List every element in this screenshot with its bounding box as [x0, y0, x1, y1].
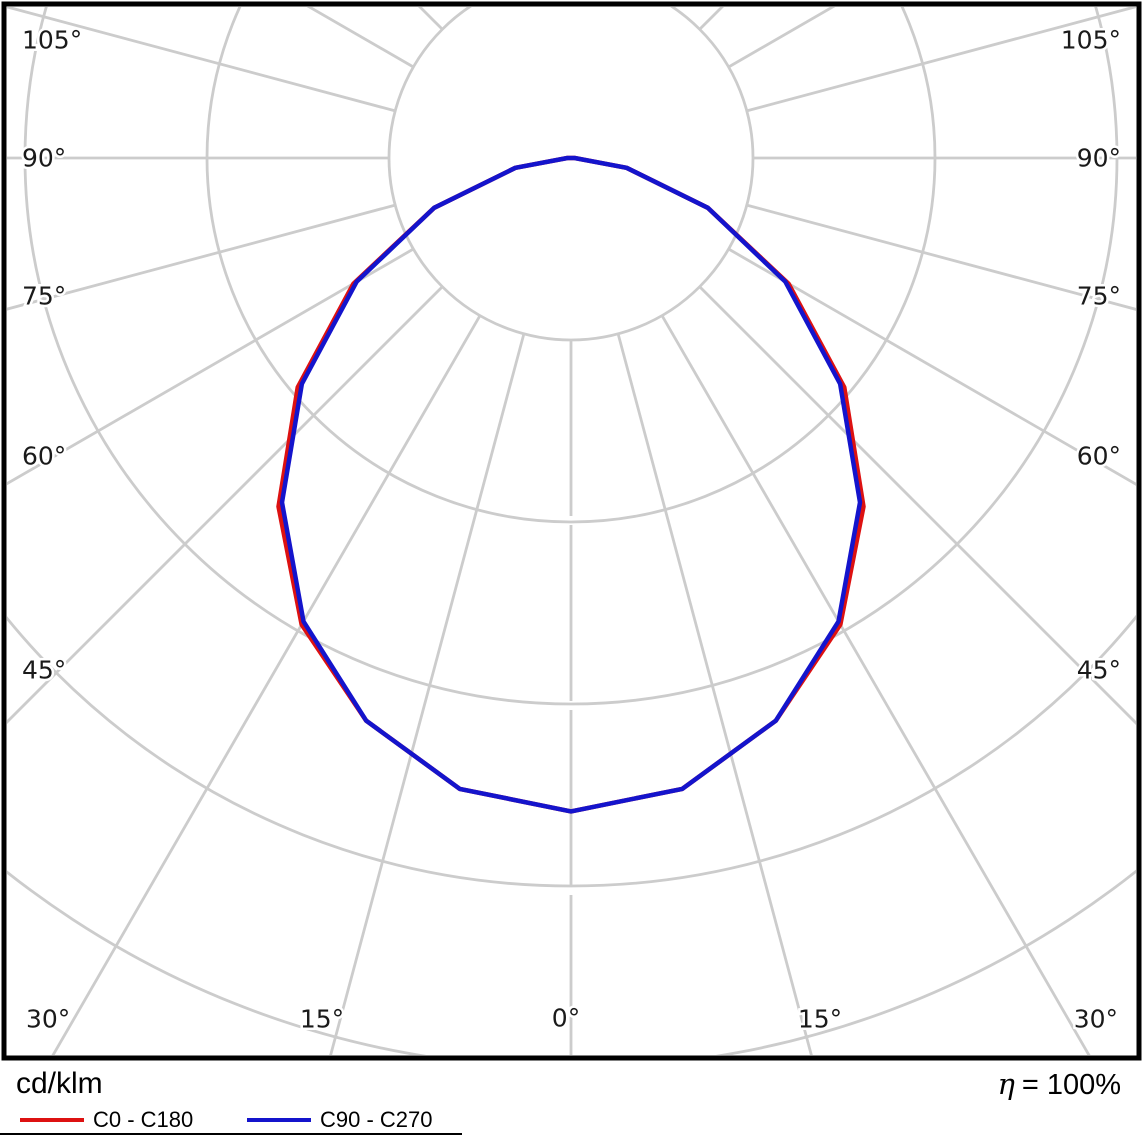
unit-label: cd/klm	[16, 1067, 103, 1100]
eta-value: = 100%	[1021, 1069, 1121, 1101]
legend-item-c0-c180: C0 - C180	[20, 1107, 193, 1133]
angle-label: 75°	[22, 282, 66, 311]
curve-c90-c270	[279, 155, 863, 814]
angle-label: 90°	[1077, 144, 1121, 173]
angle-label: 45°	[22, 656, 66, 685]
angle-label: 15°	[300, 1005, 344, 1034]
grid-radial-line	[616, 333, 813, 1055]
grid-radial-line	[51, 314, 482, 1055]
angle-label: 0°	[552, 1004, 580, 1033]
grid-radial-line	[746, 203, 1136, 311]
angle-label: 60°	[22, 442, 66, 471]
angle-labels: 105° 90° 75° 60° 45° 30° 15° 0° 15° 30° 45° 60° 75° 9…	[20, 23, 1124, 1036]
grid-radial-line	[727, 247, 1136, 486]
legend-underline	[0, 1133, 462, 1135]
angle-label: 105°	[1061, 26, 1121, 55]
grid-radial-line	[660, 314, 1091, 1055]
angle-label: 30°	[26, 1005, 70, 1034]
angle-label: 75°	[1077, 282, 1121, 311]
eta-symbol: η	[997, 1067, 1015, 1101]
grid-radial-line	[698, 285, 1136, 725]
plot-border	[1, 1, 1142, 1061]
legend-line-blue	[247, 1118, 311, 1122]
grid-radial-line	[7, 285, 444, 724]
grid-radial-line	[7, 7, 396, 113]
grid-radial-line	[7, 203, 396, 311]
grid-radial-line	[746, 7, 1136, 113]
polar-grid	[7, 7, 1136, 1055]
grid-ring	[387, 7, 755, 342]
grid-radial-line	[7, 247, 415, 486]
intensity-curves	[276, 155, 866, 814]
polar-chart: 105° 90° 75° 60° 45° 30° 15° 0° 15° 30° 45° 60° 75° 9…	[1, 1, 1142, 1061]
legend-label: C0 - C180	[93, 1107, 194, 1132]
angle-label: 90°	[22, 144, 66, 173]
angle-label: 105°	[22, 26, 82, 55]
legend-label: C90 - C270	[320, 1107, 433, 1132]
angle-label: 30°	[1074, 1005, 1118, 1034]
legend-line-red	[20, 1118, 84, 1122]
angle-label: 15°	[798, 1005, 842, 1034]
grid-radial-line	[329, 333, 526, 1055]
efficiency-label: η = 100%	[997, 1067, 1121, 1102]
footer: cd/klm η = 100% C0 - C180 C90 - C270	[0, 1062, 1143, 1143]
angle-label: 45°	[1077, 656, 1121, 685]
angle-label: 60°	[1077, 442, 1121, 471]
legend-item-c90-c270: C90 - C270	[247, 1107, 433, 1133]
